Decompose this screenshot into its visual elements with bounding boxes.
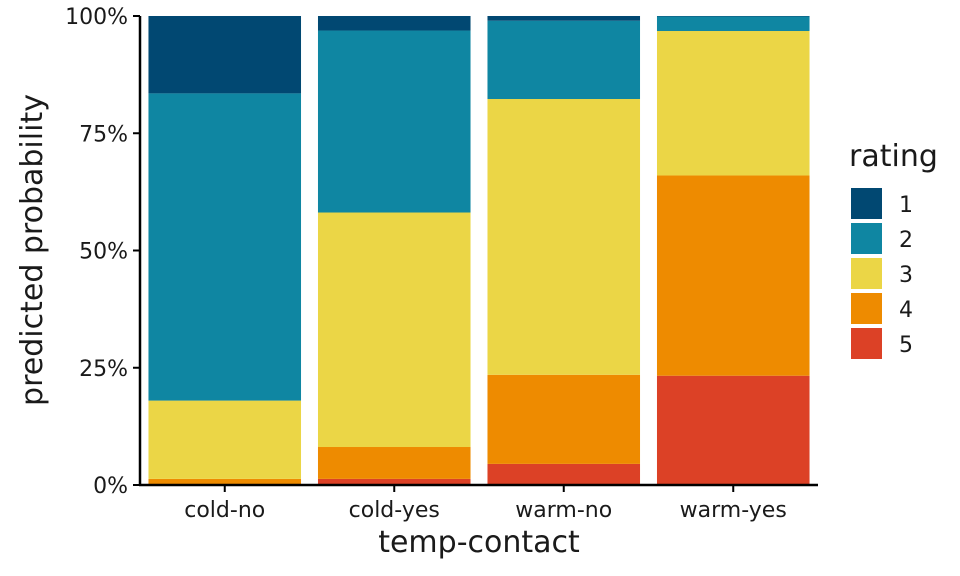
bar-segment-warm-no-rating-3	[487, 99, 641, 375]
y-axis-ticks: 0% 25% 50% 75% 100%	[65, 5, 140, 499]
bars-layer	[148, 16, 810, 485]
y-tick-label: 100%	[65, 5, 128, 30]
bar-segment-cold-yes-rating-3	[317, 212, 471, 448]
bar-segment-warm-no-rating-4	[487, 374, 641, 464]
bar-segment-warm-yes-rating-4	[656, 175, 810, 376]
bar-segment-cold-no-rating-4	[148, 478, 302, 485]
x-axis-ticks: cold-no cold-yes warm-no warm-yes	[184, 485, 787, 523]
bar-segment-warm-no-rating-5	[487, 463, 641, 485]
legend-label-1: 1	[899, 193, 913, 218]
legend-key-4	[851, 293, 882, 324]
bar-segment-warm-yes-rating-5	[656, 375, 810, 485]
bar-segment-warm-no-rating-1	[487, 16, 641, 21]
bar-segment-warm-yes-rating-2	[656, 16, 810, 32]
bar-segment-cold-yes-rating-1	[317, 16, 471, 31]
legend-label-5: 5	[899, 333, 913, 358]
legend-label-2: 2	[899, 228, 913, 253]
legend-items: 1 2 3 4 5	[851, 188, 913, 359]
x-tick-label-cold-yes: cold-yes	[349, 498, 440, 523]
y-tick-label: 50%	[79, 240, 128, 265]
legend-key-1	[851, 188, 882, 219]
legend: rating 1 2 3 4 5	[849, 139, 938, 359]
legend-key-5	[851, 328, 882, 359]
legend-label-4: 4	[899, 298, 913, 323]
legend-title: rating	[849, 139, 938, 174]
bar-segment-cold-yes-rating-4	[317, 447, 471, 479]
legend-key-3	[851, 258, 882, 289]
bar-segment-cold-yes-rating-2	[317, 30, 471, 213]
y-axis-title: predicted probability	[15, 94, 50, 406]
bar-segment-warm-yes-rating-3	[656, 31, 810, 176]
legend-key-2	[851, 223, 882, 254]
x-tick-label-warm-yes: warm-yes	[680, 498, 787, 523]
legend-label-3: 3	[899, 263, 913, 288]
y-tick-label: 25%	[79, 357, 128, 382]
x-axis-title: temp-contact	[378, 525, 580, 560]
bar-segment-cold-no-rating-3	[148, 400, 302, 479]
bar-segment-cold-no-rating-2	[148, 93, 302, 401]
y-tick-label: 0%	[93, 474, 128, 499]
bar-segment-cold-no-rating-1	[148, 16, 302, 94]
y-tick-label: 75%	[79, 122, 128, 147]
x-tick-label-cold-no: cold-no	[184, 498, 265, 523]
x-tick-label-warm-no: warm-no	[515, 498, 612, 523]
bar-segment-cold-yes-rating-5	[317, 478, 471, 485]
bar-segment-warm-no-rating-2	[487, 20, 641, 100]
